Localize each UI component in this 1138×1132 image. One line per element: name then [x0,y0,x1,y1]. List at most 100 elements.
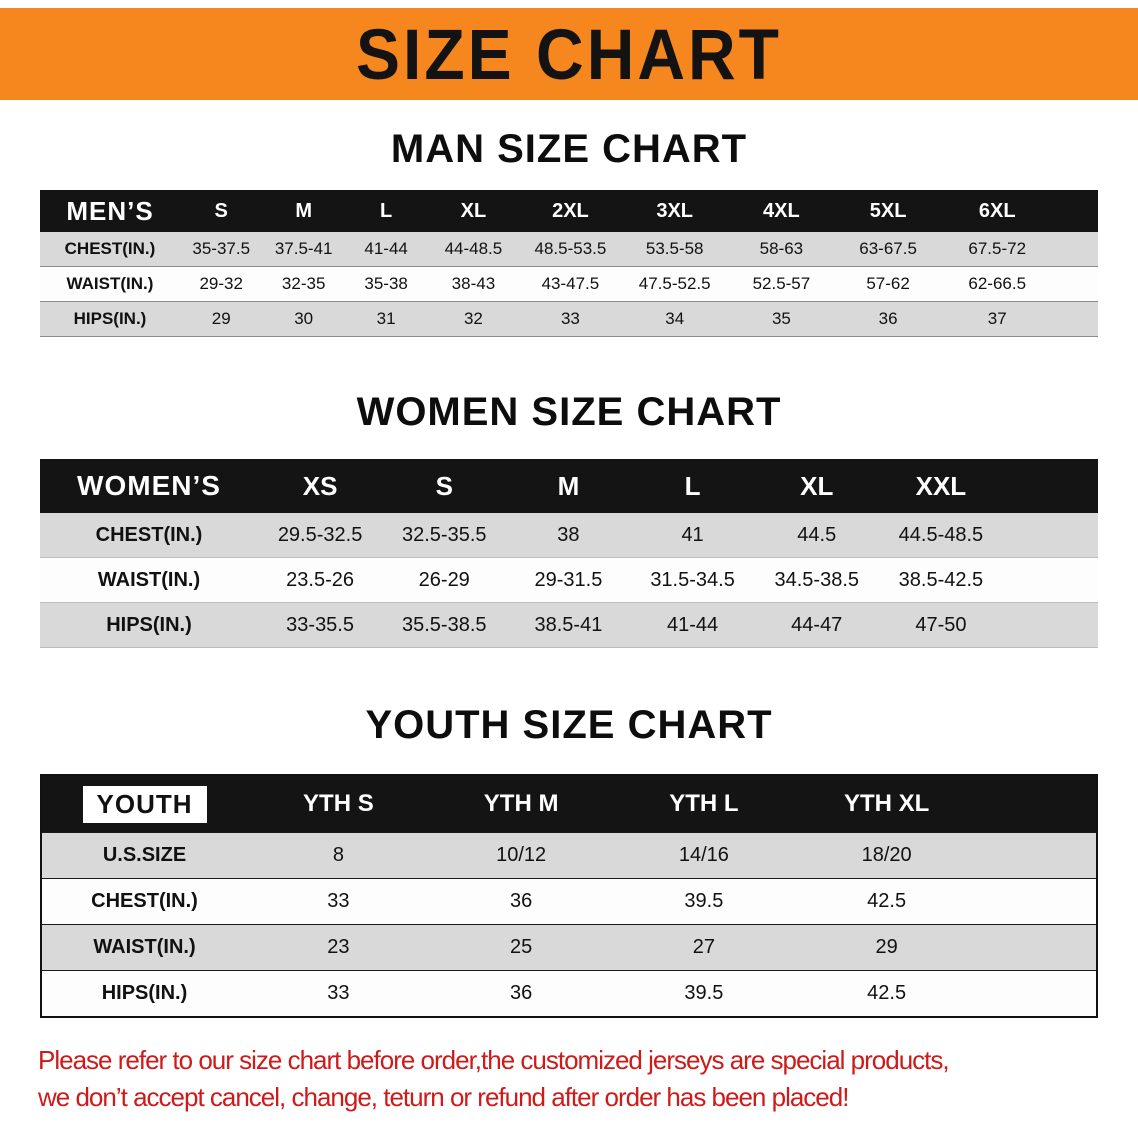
cell-text: 38-43 [451,274,496,293]
cell-text: 29-31.5 [534,568,603,591]
women-chart-heading: WOMEN SIZE CHART [356,390,782,434]
cell-text: 48.5-53.5 [534,239,607,258]
cell-text: 39.5 [684,982,724,1004]
column-header: 4XL [728,200,835,223]
cell-text: L [380,199,393,222]
cell-text: 29-32 [199,274,243,293]
cell-text: CHEST(IN.) [91,890,198,912]
size-value: 31.5-34.5 [630,569,754,592]
cell-text: 26-29 [418,568,470,591]
size-value: 25 [430,936,613,959]
cell-text: 34.5-38.5 [774,568,859,591]
size-value: 44.5 [755,524,879,547]
size-value: 35-38 [345,274,427,294]
cell-text: 36 [510,982,533,1004]
column-header: XL [427,200,519,223]
cell-text: HIPS(IN.) [73,309,147,328]
column-header: S [382,471,506,502]
size-value: 37 [941,309,1053,329]
cell-text: 33 [560,309,580,328]
table-row: CHEST(IN.) 35-37.5 37.5-41 41-44 44-48.5 48.5… [40,232,1098,267]
cell-text: 44-47 [791,613,843,636]
cell-text: 43-47.5 [541,274,600,293]
cell-text: 29 [875,936,898,958]
size-value: 47-50 [879,614,1003,637]
cell-text: 38 [557,523,580,546]
row-label: WAIST(IN.) [40,274,180,294]
youth-chart-heading: YOUTH SIZE CHART [365,703,773,747]
row-label: U.S.SIZE [42,844,247,867]
column-header: M [262,200,344,223]
cell-text: HIPS(IN.) [106,613,192,636]
cell-text: WAIST(IN.) [93,936,196,958]
cell-text: YTH S [303,790,374,817]
size-value: 26-29 [382,569,506,592]
table-row: HIPS(IN.) 33 36 39.5 42.5 [42,970,1096,1016]
cell-text: 41-44 [364,239,408,258]
cell-text: CHEST(IN.) [64,239,156,258]
table-title: MEN’S [40,196,180,227]
size-value: 33 [520,309,622,329]
cell-text: M [295,199,312,222]
size-value: 29 [180,309,262,329]
size-value: 44.5-48.5 [879,524,1003,547]
table-row: HIPS(IN.) 29 30 31 32 33 34 35 36 37 [40,302,1098,337]
size-value: 38 [506,524,630,547]
cell-text: 31 [376,309,396,328]
size-value: 58-63 [728,239,835,259]
cell-text: 35.5-38.5 [401,613,487,636]
cell-text: XL [800,470,834,501]
table-row: HIPS(IN.) 33-35.5 35.5-38.5 38.5-41 41-44 44-… [40,603,1098,648]
table-row: U.S.SIZE 8 10/12 14/16 18/20 [42,832,1096,878]
size-value: 14/16 [613,844,796,867]
column-header: YTH XL [795,790,978,818]
cell-text: 52.5-57 [752,274,811,293]
cell-text: 63-67.5 [859,239,917,258]
table-title: WOMEN’S [40,470,258,502]
size-value: 29-32 [180,274,262,294]
cell-text: 37.5-41 [274,239,333,258]
cell-text: 47.5-52.5 [638,274,711,293]
size-value: 67.5-72 [941,239,1053,259]
cell-text: 10/12 [496,844,547,866]
size-value: 41-44 [345,239,427,259]
size-value: 29.5-32.5 [258,524,382,547]
cell-text: HIPS(IN.) [101,982,188,1004]
size-value: 36 [430,890,613,913]
table-header-row: MEN’S S M L XL 2XL 3XL 4XL 5XL 6XL [40,190,1098,232]
size-value: 42.5 [795,890,978,913]
cell-text: 33 [327,890,350,912]
banner: SIZE CHART [0,8,1138,100]
youth-size-table: YOUTH YTH S YTH M YTH L YTH XL U.S.SIZE 8 10/12… [40,774,1098,1018]
size-value: 23.5-26 [258,569,382,592]
cell-text: 44.5 [797,523,837,546]
cell-text: YTH XL [843,790,930,817]
size-value: 18/20 [795,844,978,867]
cell-text: 41 [681,523,704,546]
size-value: 44-48.5 [427,239,519,259]
size-value: 32-35 [262,274,344,294]
cell-text: 32 [463,309,483,328]
column-header: YTH L [613,790,796,818]
size-value: 39.5 [613,982,796,1005]
size-value: 34.5-38.5 [755,569,879,592]
column-header: YTH S [247,790,430,818]
cell-text: 30 [294,309,314,328]
cell-text: 31.5-34.5 [650,568,735,591]
cell-text: 23.5-26 [286,568,354,591]
cell-text: CHEST(IN.) [95,523,203,546]
page-title: SIZE CHART [356,14,782,94]
size-value: 38.5-41 [506,614,630,637]
cell-text: 44.5-48.5 [898,523,984,546]
row-label: CHEST(IN.) [40,524,258,547]
cell-text: 34 [665,309,685,328]
size-value: 35 [728,309,835,329]
cell-text: U.S.SIZE [102,844,187,866]
size-value: 44-47 [755,614,879,637]
size-value: 42.5 [795,982,978,1005]
size-value: 39.5 [613,890,796,913]
column-header: L [345,200,427,223]
cell-text: MEN’S [66,195,154,226]
cell-text: 5XL [869,199,907,222]
